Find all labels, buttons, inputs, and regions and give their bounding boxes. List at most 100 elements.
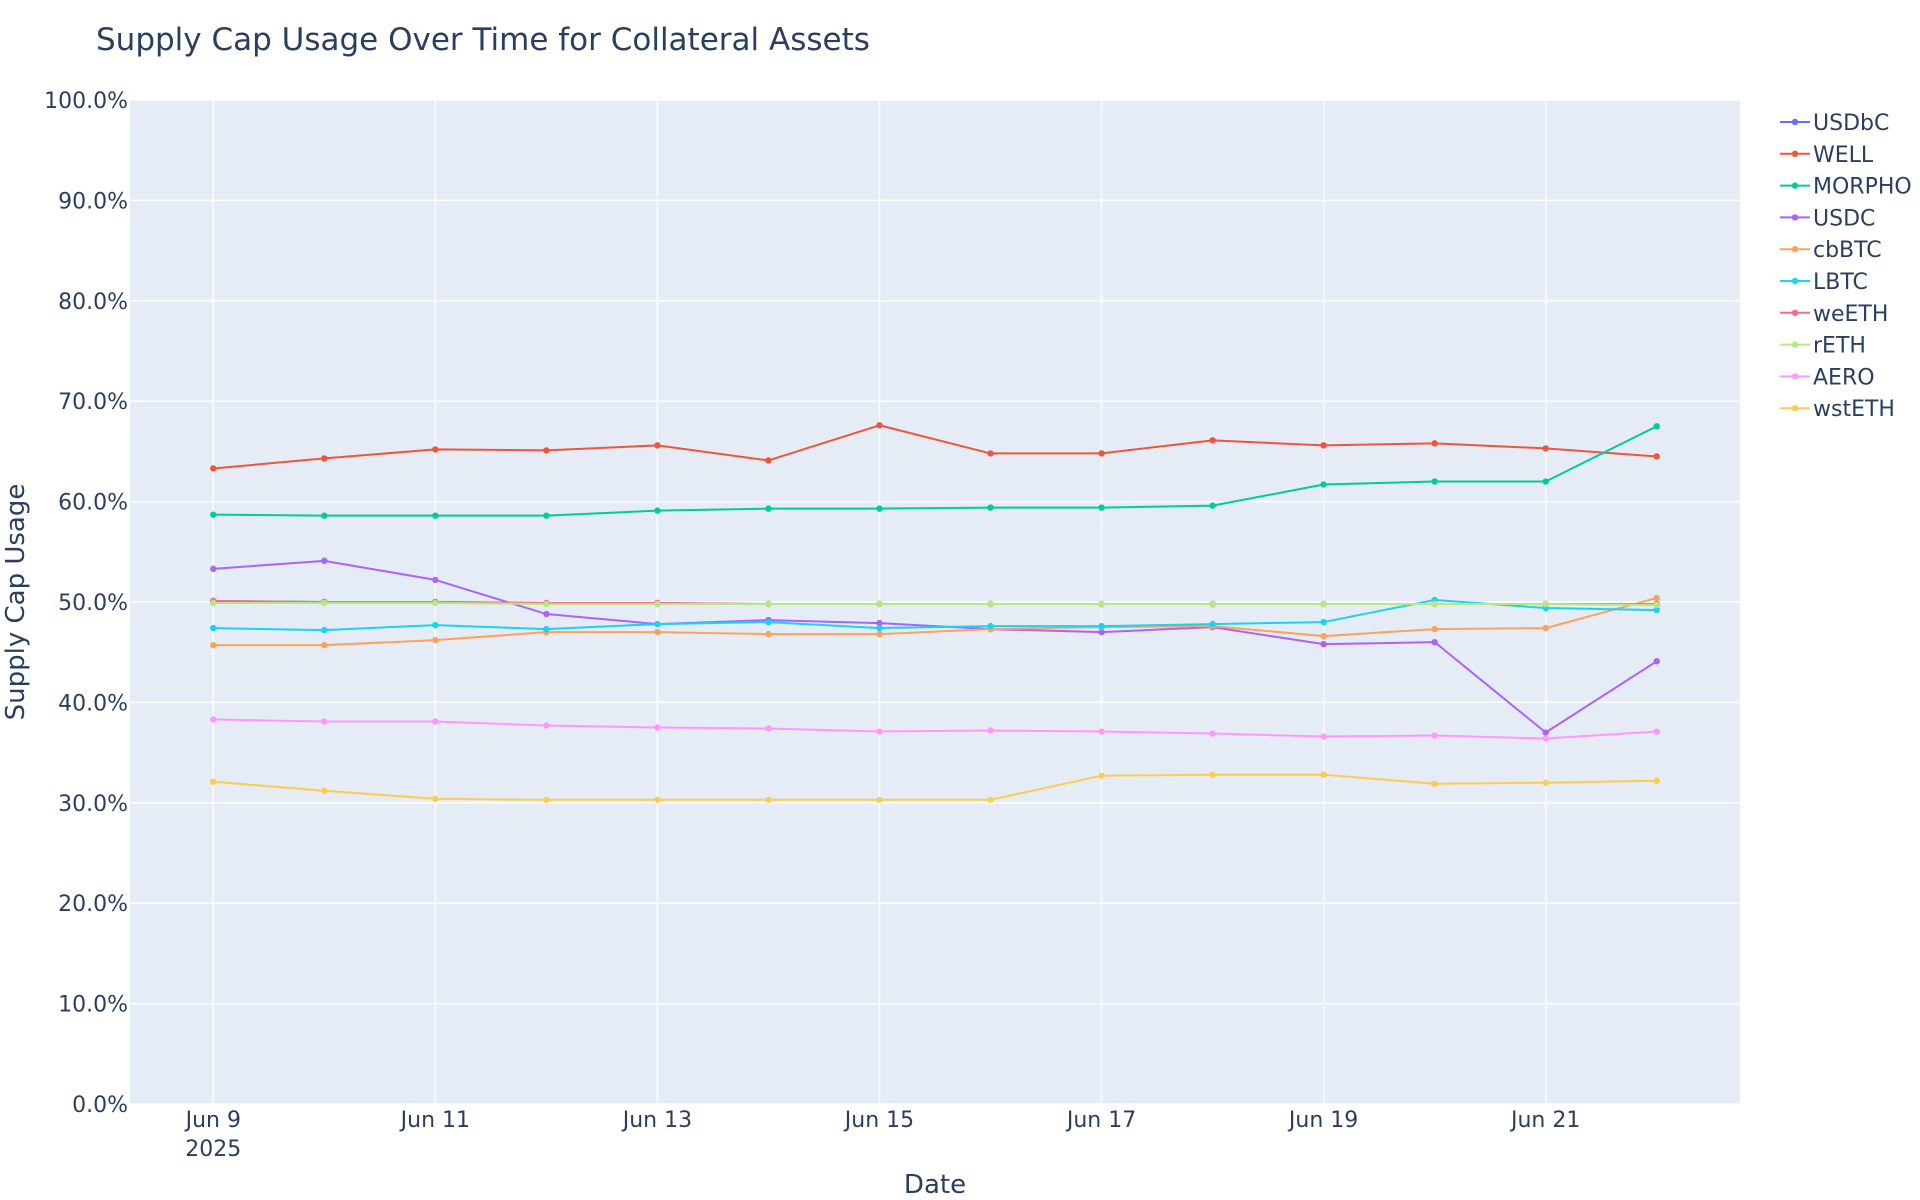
y-tick-label: 90.0% xyxy=(58,189,128,214)
legend-item-lbtc[interactable]: LBTC xyxy=(1780,270,1868,295)
x-axis-title: Date xyxy=(904,1170,966,1200)
x-tick-label: Jun 15 xyxy=(843,1108,914,1133)
data-point xyxy=(876,422,883,429)
data-point xyxy=(210,565,217,573)
data-point xyxy=(876,505,883,512)
y-tick-label: 20.0% xyxy=(58,892,128,917)
y-axis-title: Supply Cap Usage xyxy=(1,484,31,721)
data-point xyxy=(321,455,328,462)
data-point xyxy=(1320,733,1327,740)
data-point xyxy=(1098,772,1105,779)
legend-label: MORPHO xyxy=(1813,175,1912,200)
chart-title: Supply Cap Usage Over Time for Collatera… xyxy=(96,22,870,58)
legend-label: USDbC xyxy=(1813,111,1889,136)
data-point xyxy=(1098,450,1105,457)
data-point xyxy=(432,795,439,802)
data-point xyxy=(543,447,550,454)
data-point xyxy=(432,576,439,584)
series-line xyxy=(213,597,1657,647)
legend-swatch-marker xyxy=(1791,341,1799,348)
legend-item-cbbtc[interactable]: cbBTC xyxy=(1780,238,1882,263)
series-line xyxy=(213,559,1658,734)
data-point xyxy=(543,796,550,803)
data-point xyxy=(1209,502,1216,509)
data-point xyxy=(1653,423,1660,430)
series-well xyxy=(210,422,1660,472)
data-point xyxy=(321,641,328,649)
data-point xyxy=(432,621,439,629)
series-line xyxy=(213,773,1657,801)
data-point xyxy=(876,796,883,803)
data-point xyxy=(876,728,883,735)
x-tick-label: Jun 17 xyxy=(1065,1108,1136,1133)
data-point xyxy=(765,457,772,464)
data-point xyxy=(210,599,217,607)
legend-swatch-marker xyxy=(1791,309,1799,316)
data-point xyxy=(543,610,550,618)
data-point xyxy=(1653,606,1660,614)
data-point xyxy=(987,622,994,630)
data-point xyxy=(1209,620,1216,628)
data-point xyxy=(1653,594,1660,602)
legend-item-reth[interactable]: rETH xyxy=(1780,334,1866,359)
data-point xyxy=(987,504,994,511)
legend-label: wstETH xyxy=(1813,397,1895,422)
data-point xyxy=(321,599,328,607)
data-point xyxy=(1209,437,1216,444)
data-point xyxy=(1653,601,1660,609)
data-point xyxy=(321,626,328,634)
legend-swatch-marker xyxy=(1791,373,1799,380)
legend-item-usdc[interactable]: USDC xyxy=(1780,206,1875,231)
legend-swatch-marker xyxy=(1791,246,1799,253)
data-point xyxy=(1431,625,1438,633)
legend-item-weeth[interactable]: weETH xyxy=(1780,302,1888,327)
data-point xyxy=(654,600,661,608)
y-tick-label: 30.0% xyxy=(58,792,128,817)
data-point xyxy=(1320,771,1327,778)
legend-label: LBTC xyxy=(1813,270,1868,295)
data-point xyxy=(654,724,661,731)
y-tick-label: 50.0% xyxy=(58,591,128,616)
legend: USDbC WELL MORPHO USDC cbBTC LBTC weETH rETH AER… xyxy=(1780,111,1912,422)
legend-swatch-marker xyxy=(1791,405,1799,412)
data-point xyxy=(987,727,994,734)
legend-label: AERO xyxy=(1813,365,1875,390)
legend-label: cbBTC xyxy=(1813,238,1882,263)
data-point xyxy=(987,796,994,803)
data-point xyxy=(876,600,883,608)
series-line xyxy=(213,424,1657,470)
data-point xyxy=(210,716,217,723)
y-tick-label: 100.0% xyxy=(44,89,128,114)
legend-item-aero[interactable]: AERO xyxy=(1780,365,1875,390)
legend-item-well[interactable]: WELL xyxy=(1780,143,1874,168)
data-point xyxy=(543,722,550,729)
data-point xyxy=(210,641,217,649)
legend-label: weETH xyxy=(1813,302,1888,327)
data-point xyxy=(1320,481,1327,488)
x-tick-label: Jun 13 xyxy=(621,1108,692,1133)
legend-item-morpho[interactable]: MORPHO xyxy=(1780,175,1912,200)
x-tick-label: Jun 9 xyxy=(184,1108,241,1133)
legend-item-usdbc[interactable]: USDbC xyxy=(1780,111,1889,136)
data-point xyxy=(1431,732,1438,739)
legend-item-wsteth[interactable]: wstETH xyxy=(1780,397,1895,422)
y-tick-label: 60.0% xyxy=(58,491,128,516)
data-point xyxy=(1542,600,1549,608)
x-tick-label: Jun 19 xyxy=(1287,1108,1358,1133)
data-point xyxy=(432,599,439,607)
data-point xyxy=(1320,618,1327,626)
data-point xyxy=(210,511,217,518)
legend-swatch-marker xyxy=(1791,118,1799,126)
x-tick-label: Jun 11 xyxy=(399,1108,470,1133)
data-point xyxy=(1431,440,1438,447)
data-point xyxy=(1320,442,1327,449)
legend-label: USDC xyxy=(1813,206,1875,231)
data-point xyxy=(321,512,328,519)
legend-swatch-marker xyxy=(1791,277,1799,285)
y-axis-ticks: 0.0% 10.0% 20.0% 30.0% 40.0% 50.0% 60.0% 70.0% 8… xyxy=(44,89,128,1118)
legend-swatch-marker xyxy=(1791,150,1799,157)
legend-label: WELL xyxy=(1813,143,1874,168)
data-point xyxy=(765,618,772,626)
